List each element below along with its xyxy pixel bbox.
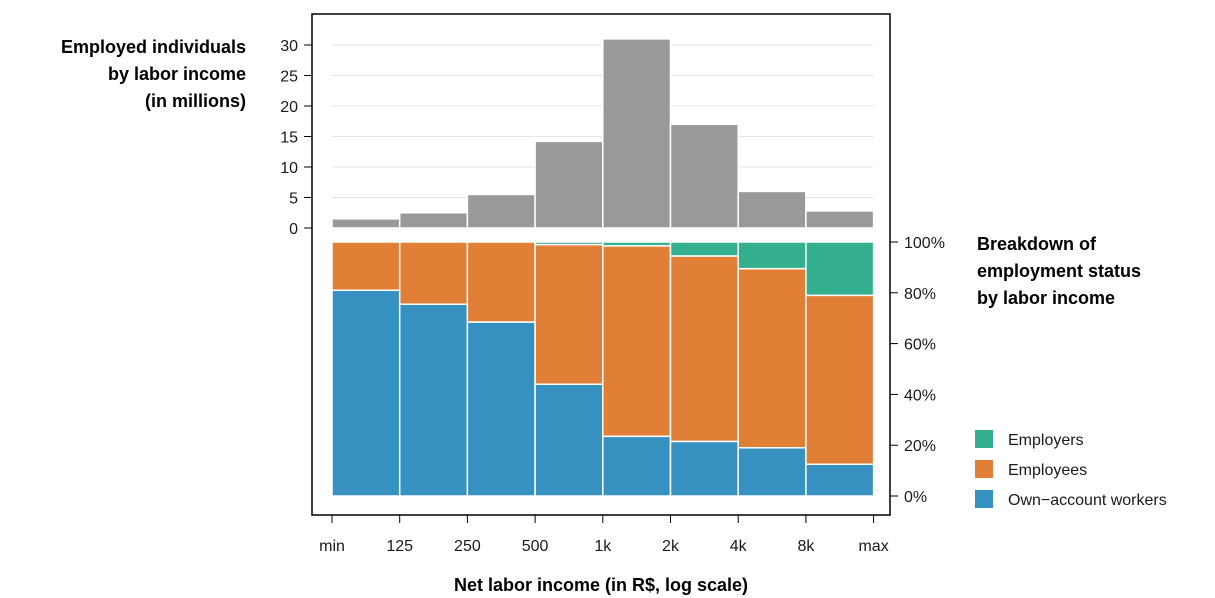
bottom-y-tick-label: 100%: [904, 235, 945, 252]
x-tick-label: 4k: [730, 538, 748, 555]
top-panel-bars: [331, 38, 875, 229]
x-tick-label: 125: [386, 538, 413, 555]
histogram-bar: [331, 218, 401, 229]
stacked-bar-segment: [602, 245, 672, 438]
top-y-tick-label: 15: [280, 130, 298, 147]
bottom-y-tick-label: 60%: [904, 337, 936, 354]
stacked-bar-segment: [534, 241, 604, 246]
stacked-bar-segment: [331, 241, 401, 292]
stacked-bar-segment: [669, 241, 739, 257]
plot-frame: [311, 13, 891, 516]
bottom-y-tick-label: 40%: [904, 387, 936, 404]
legend-swatch: [975, 460, 993, 478]
bottom-y-tick-label: 20%: [904, 438, 936, 455]
legend-swatch: [975, 430, 993, 448]
x-tick-label: 500: [522, 538, 549, 555]
histogram-bar: [534, 140, 604, 229]
x-axis-label: Net labor income (in R$, log scale): [454, 575, 748, 595]
bottom-panel-title-line-2: employment status: [977, 261, 1141, 281]
bottom-y-tick-label: 80%: [904, 286, 936, 303]
legend-label: Employees: [1008, 462, 1087, 479]
stacked-bar-segment: [331, 289, 401, 497]
top-y-tick-label: 30: [280, 38, 298, 55]
bottom-panel-title-line-1: Breakdown of: [977, 234, 1097, 254]
stacked-bar-segment: [669, 440, 739, 497]
x-tick-label: 8k: [797, 538, 815, 555]
stacked-bar-segment: [466, 241, 536, 323]
x-tick-label: 1k: [594, 538, 612, 555]
stacked-bar-segment: [737, 267, 807, 449]
bottom-panel-bars: [331, 241, 875, 497]
stacked-bar-segment: [737, 446, 807, 497]
top-y-axis: 0 5 10 15 20 25 30: [280, 38, 312, 238]
stacked-bar-segment: [398, 241, 469, 305]
x-tick-label: 250: [454, 538, 481, 555]
legend: Employers Employees Own−account workers: [975, 430, 1167, 509]
stacked-bar-segment: [534, 243, 604, 385]
stacked-bar-segment: [805, 463, 875, 497]
histogram-bar: [602, 38, 672, 229]
legend-label: Employers: [1008, 432, 1084, 449]
histogram-bar: [669, 123, 739, 229]
top-panel-title-line-1: Employed individuals: [61, 37, 246, 57]
x-axis: min 125 250 500 1k 2k 4k 8k max: [319, 515, 889, 555]
legend-swatch: [975, 490, 993, 508]
stacked-bar-segment: [805, 241, 875, 297]
bottom-y-tick-label: 0%: [904, 489, 927, 506]
histogram-bar: [466, 193, 536, 229]
top-y-tick-label: 10: [280, 160, 298, 177]
histogram-bar: [737, 190, 807, 229]
legend-label: Own−account workers: [1008, 492, 1167, 509]
bottom-y-axis: 0% 20% 40% 60% 80% 100%: [890, 235, 945, 506]
stacked-bar-segment: [602, 435, 672, 497]
stacked-bar-segment: [398, 303, 469, 497]
stacked-bar-segment: [534, 383, 604, 497]
stacked-bar-segment: [805, 294, 875, 465]
x-tick-label: min: [319, 538, 345, 555]
bottom-panel-title-line-3: by labor income: [977, 288, 1115, 308]
top-y-tick-label: 5: [289, 191, 298, 208]
stacked-bar-segment: [737, 241, 807, 270]
top-panel-title-line-3: (in millions): [145, 91, 246, 111]
stacked-bar-segment: [669, 255, 739, 443]
histogram-bar: [805, 210, 875, 229]
top-y-tick-label: 0: [289, 221, 298, 238]
top-y-tick-label: 25: [280, 69, 298, 86]
x-tick-label: max: [858, 538, 888, 555]
stacked-bar-segment: [466, 321, 536, 497]
stacked-bar-segment: [602, 241, 672, 247]
x-tick-label: 2k: [662, 538, 680, 555]
top-panel-title-line-2: by labor income: [108, 64, 246, 84]
top-y-tick-label: 20: [280, 99, 298, 116]
histogram-bar: [398, 212, 469, 229]
